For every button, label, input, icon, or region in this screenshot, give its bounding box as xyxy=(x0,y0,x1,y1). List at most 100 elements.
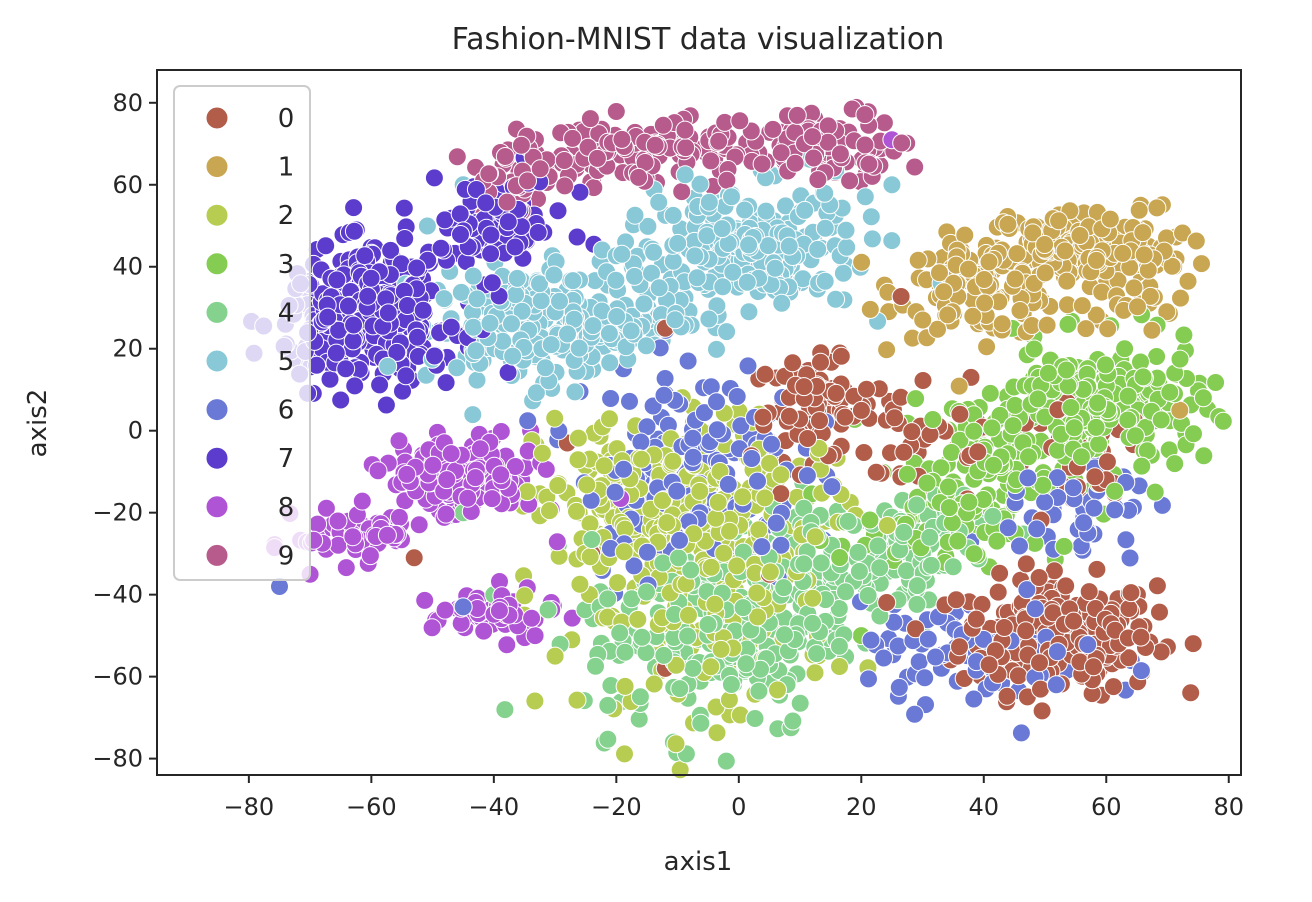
y-tick-label: 80 xyxy=(112,89,143,117)
scatter-point-4 xyxy=(783,711,803,731)
scatter-point-0 xyxy=(1031,679,1050,699)
scatter-point-1 xyxy=(1113,243,1133,263)
scatter-point-5 xyxy=(772,293,792,313)
legend-label-2: 2 xyxy=(278,201,295,231)
x-axis-title: axis1 xyxy=(664,847,733,877)
scatter-point-3 xyxy=(1038,363,1058,383)
scatter-point-0 xyxy=(753,407,773,427)
scatter-point-6 xyxy=(964,689,984,709)
y-tick-label: 0 xyxy=(128,417,143,445)
scatter-point-0 xyxy=(854,443,874,462)
scatter-point-9 xyxy=(818,116,838,136)
scatter-point-1 xyxy=(913,310,933,330)
scatter-point-8 xyxy=(423,455,443,475)
scatter-point-1 xyxy=(1162,256,1182,276)
scatter-point-4 xyxy=(598,589,618,609)
legend-label-9: 9 xyxy=(278,541,295,571)
scatter-point-1 xyxy=(908,250,928,270)
scatter-point-4 xyxy=(745,709,765,728)
scatter-point-0 xyxy=(1151,642,1171,662)
scatter-point-1 xyxy=(1076,319,1096,339)
scatter-point-9 xyxy=(830,144,850,164)
scatter-point-2 xyxy=(663,451,683,471)
legend-marker-3 xyxy=(205,252,229,276)
scatter-point-2 xyxy=(580,547,600,567)
scatter-point-9 xyxy=(612,129,632,149)
chart-title: Fashion-MNIST data visualization xyxy=(452,22,945,57)
scatter-point-5 xyxy=(634,294,654,314)
scatter-point-9 xyxy=(580,109,600,129)
scatter-point-3 xyxy=(1213,411,1233,431)
scatter-point-7 xyxy=(331,390,351,410)
scatter-point-5 xyxy=(668,233,688,253)
scatter-point-3 xyxy=(1194,446,1214,466)
scatter-point-3 xyxy=(948,531,968,551)
scatter-point-5 xyxy=(649,278,669,298)
scatter-point-2 xyxy=(545,408,565,428)
scatter-point-5 xyxy=(569,338,589,358)
x-tick-label: 20 xyxy=(846,793,877,821)
scatter-point-3 xyxy=(1054,536,1074,556)
scatter-point-3 xyxy=(923,410,943,429)
scatter-point-4 xyxy=(586,656,605,676)
scatter-point-1 xyxy=(1142,320,1162,340)
scatter-point-4 xyxy=(691,713,711,733)
scatter-point-4 xyxy=(749,681,769,701)
scatter-point-9 xyxy=(479,164,499,184)
scatter-point-0 xyxy=(1150,602,1169,622)
scatter-point-5 xyxy=(779,236,799,256)
scatter-point-6 xyxy=(918,629,938,649)
scatter-point-3 xyxy=(1064,418,1084,438)
scatter-point-8 xyxy=(360,546,380,566)
scatter-point-7 xyxy=(567,227,587,247)
scatter-point-5 xyxy=(795,200,815,220)
legend-marker-7 xyxy=(205,446,229,470)
scatter-point-4 xyxy=(736,654,756,674)
scatter-point-5 xyxy=(712,219,732,239)
scatter-point-2 xyxy=(577,475,597,495)
scatter-point-7 xyxy=(397,296,417,315)
scatter-point-9 xyxy=(874,113,894,133)
scatter-point-7 xyxy=(358,286,378,306)
scatter-point-6 xyxy=(742,449,762,468)
scatter-point-1 xyxy=(1171,288,1190,308)
scatter-point-1 xyxy=(975,293,995,313)
scatter-point-2 xyxy=(608,573,628,593)
scatter-point-2 xyxy=(532,443,552,463)
scatter-point-3 xyxy=(980,383,1000,403)
scatter-point-3 xyxy=(1105,481,1125,501)
scatter-point-6 xyxy=(766,513,786,533)
scatter-point-7 xyxy=(327,270,347,290)
scatter-point-4 xyxy=(698,615,718,634)
scatter-point-1 xyxy=(1086,305,1106,325)
scatter-point-0 xyxy=(990,563,1010,583)
scatter-point-1 xyxy=(963,306,983,326)
scatter-point-6 xyxy=(624,556,644,576)
scatter-point-4 xyxy=(683,658,703,678)
scatter-point-5 xyxy=(467,289,487,309)
scatter-point-0 xyxy=(913,371,933,390)
scatter-point-2 xyxy=(666,734,686,754)
scatter-point-1 xyxy=(1035,263,1055,283)
scatter-point-7 xyxy=(320,369,340,389)
scatter-point-3 xyxy=(1088,393,1108,413)
scatter-point-3 xyxy=(941,443,961,462)
scatter-point-6 xyxy=(1084,498,1104,518)
scatter-point-3 xyxy=(1058,314,1078,334)
scatter-point-3 xyxy=(1133,367,1153,387)
scatter-point-2 xyxy=(711,639,731,659)
scatter-point-4 xyxy=(775,625,794,645)
scatter-point-6 xyxy=(1035,492,1055,512)
scatter-point-5 xyxy=(638,216,658,236)
scatter-point-7 xyxy=(466,180,486,199)
scatter-point-7 xyxy=(344,315,364,335)
scatter-point-6 xyxy=(1027,519,1047,539)
points-layer xyxy=(242,97,1233,780)
scatter-point-3 xyxy=(1019,447,1038,467)
scatter-point-5 xyxy=(649,192,669,212)
scatter-point-2 xyxy=(548,476,568,495)
scatter-point-7 xyxy=(431,238,451,258)
scatter-point-6 xyxy=(637,542,657,562)
scatter-point-1 xyxy=(1055,241,1075,261)
scatter-point-3 xyxy=(939,498,959,518)
